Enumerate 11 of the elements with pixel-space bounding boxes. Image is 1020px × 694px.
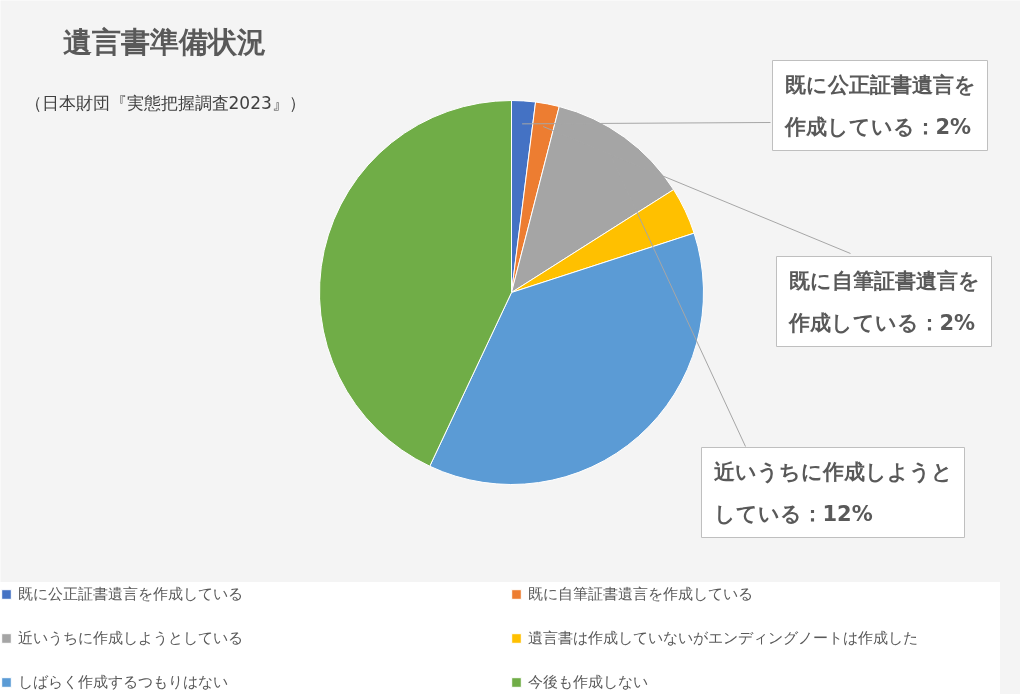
- legend-label: しばらく作成するつもりはない: [18, 671, 229, 693]
- chart-title: 遺言書準備状況: [62, 24, 266, 59]
- legend-label: 遺言書は作成していないがエンディングノートは作成した: [528, 627, 919, 649]
- data-label: 既に自筆証書遺言を作成している：2%: [787, 268, 980, 335]
- legend-label: 今後も作成しない: [528, 671, 649, 693]
- legend-label: 近いうちに作成しようとしている: [18, 627, 244, 649]
- legend-label: 既に自筆証書遺言を作成している: [528, 583, 754, 605]
- data-label: 既に公正証書遺言を作成している：2%: [783, 72, 976, 139]
- text: （日本財団『実態把握調査2023』）: [24, 92, 306, 113]
- data-label: 近いうちに作成しようとしている：12%: [712, 459, 953, 526]
- legend-label: 既に公正証書遺言を作成している: [18, 583, 244, 605]
